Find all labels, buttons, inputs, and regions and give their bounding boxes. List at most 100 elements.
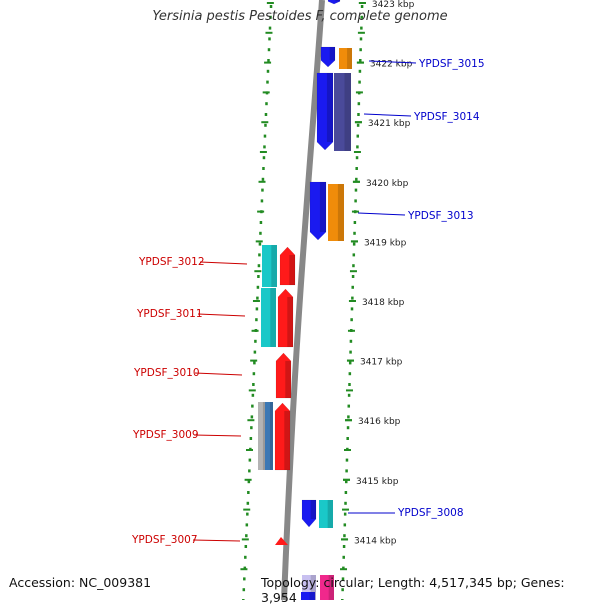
tick-dot bbox=[341, 588, 344, 592]
gene-features bbox=[258, 0, 352, 600]
minor-tick bbox=[266, 2, 274, 4]
tick-dot bbox=[254, 339, 257, 343]
minor-tick bbox=[342, 508, 350, 511]
tick-dot bbox=[345, 458, 349, 462]
tick-label: 3421 kbp bbox=[368, 119, 411, 129]
gene-block bbox=[261, 288, 276, 347]
tick-dot bbox=[349, 350, 352, 354]
tick-dot bbox=[358, 69, 362, 73]
tick-dot bbox=[359, 59, 362, 62]
tick-dot bbox=[353, 231, 356, 235]
gene-arrow-shade bbox=[285, 361, 291, 398]
gene-arrow bbox=[277, 288, 294, 348]
minor-tick bbox=[344, 449, 351, 451]
minor-tick bbox=[244, 478, 252, 481]
minor-tick bbox=[353, 151, 361, 153]
leader-line bbox=[197, 313, 246, 317]
tick-dot bbox=[266, 69, 270, 73]
leader-line bbox=[368, 60, 417, 64]
tick-dot bbox=[351, 285, 354, 289]
tick-dot bbox=[256, 285, 260, 289]
minor-tick bbox=[251, 329, 259, 332]
tick-dot bbox=[359, 37, 363, 41]
tick-dot bbox=[347, 404, 351, 408]
tick-label: 3416 kbp bbox=[358, 417, 401, 427]
gene-label: YPDSF_3012 bbox=[138, 256, 205, 268]
gene-block-shade bbox=[344, 73, 351, 151]
tick-dot bbox=[354, 199, 357, 203]
gene-block bbox=[258, 402, 266, 470]
tick-dot bbox=[347, 393, 351, 397]
minor-tick bbox=[255, 240, 263, 243]
tick-label: 3415 kbp bbox=[356, 477, 399, 487]
tick-dot bbox=[355, 177, 358, 181]
tick-dot bbox=[269, 15, 272, 19]
tick-label: 3414 kbp bbox=[354, 536, 397, 546]
tick-dot bbox=[250, 426, 253, 430]
gene-block-shade bbox=[262, 402, 266, 470]
tick-dot bbox=[246, 512, 249, 516]
tick-dot bbox=[349, 339, 353, 343]
gene-label: YPDSF_3014 bbox=[413, 111, 480, 123]
minor-tick bbox=[262, 91, 270, 94]
gene-label: YPDSF_3011 bbox=[136, 308, 203, 320]
tick-dot bbox=[360, 26, 363, 30]
gene-block-shade bbox=[327, 500, 333, 528]
gene-label: YPDSF_3013 bbox=[407, 210, 474, 222]
tick-dot bbox=[343, 512, 347, 516]
gene-block bbox=[319, 500, 333, 528]
gene-block bbox=[334, 73, 351, 151]
gene-arrow-partial-shade bbox=[335, 0, 340, 2]
tick-dot bbox=[257, 275, 260, 278]
tick-dot bbox=[266, 80, 269, 84]
tick-dot bbox=[350, 307, 354, 311]
gene-arrow-shade bbox=[310, 500, 316, 519]
minor-tick bbox=[265, 31, 273, 34]
tick-dot bbox=[252, 372, 256, 376]
tick-dot bbox=[252, 383, 255, 386]
tick-dot bbox=[263, 145, 266, 149]
tick-dot bbox=[257, 264, 261, 268]
genome-backbone bbox=[281, 0, 325, 600]
tick-dot bbox=[341, 577, 345, 581]
gene-arrow bbox=[301, 499, 317, 528]
tick-label: 3423 kbp bbox=[372, 0, 415, 10]
tick-dot bbox=[251, 404, 254, 408]
minor-tick bbox=[258, 180, 266, 183]
tick-dot bbox=[265, 102, 268, 106]
tick-dot bbox=[353, 221, 357, 224]
tick-dot bbox=[247, 480, 251, 484]
tick-dot bbox=[267, 48, 271, 52]
minor-tick bbox=[345, 389, 353, 392]
tick-label: 3418 kbp bbox=[362, 298, 405, 308]
minor-tick bbox=[257, 210, 265, 213]
gene-label: YPDSF_3007 bbox=[131, 534, 198, 546]
tick-dot bbox=[248, 458, 252, 462]
tick-dot bbox=[346, 426, 350, 430]
tick-label: 3422 kbp bbox=[370, 60, 413, 70]
leader-line bbox=[357, 212, 406, 216]
tick-dot bbox=[348, 372, 352, 376]
gene-arrow bbox=[279, 246, 296, 286]
minor-tick bbox=[261, 121, 269, 124]
gene-block bbox=[265, 402, 273, 470]
tick-dot bbox=[358, 80, 361, 84]
gene-label: YPDSF_3015 bbox=[418, 58, 485, 70]
tick-dot bbox=[250, 415, 254, 419]
leader-line bbox=[199, 261, 248, 265]
major-tick bbox=[341, 538, 349, 541]
tick-dot bbox=[246, 501, 250, 505]
gene-block-shade bbox=[270, 288, 276, 347]
tick-label: 3419 kbp bbox=[364, 238, 407, 248]
gene-block bbox=[262, 245, 277, 287]
gene-block bbox=[328, 184, 344, 241]
tick-dot bbox=[242, 588, 246, 592]
gene-block bbox=[320, 575, 334, 600]
tick-dot bbox=[344, 491, 348, 494]
major-tick bbox=[343, 478, 351, 481]
minor-tick bbox=[357, 31, 365, 34]
major-tick bbox=[350, 240, 358, 243]
gene-label: YPDSF_3009 bbox=[132, 429, 199, 441]
tick-dot bbox=[263, 134, 267, 138]
